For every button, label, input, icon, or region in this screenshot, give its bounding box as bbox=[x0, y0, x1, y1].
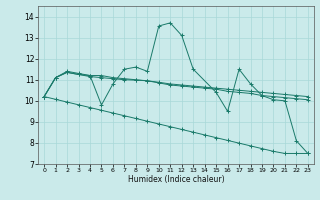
X-axis label: Humidex (Indice chaleur): Humidex (Indice chaleur) bbox=[128, 175, 224, 184]
